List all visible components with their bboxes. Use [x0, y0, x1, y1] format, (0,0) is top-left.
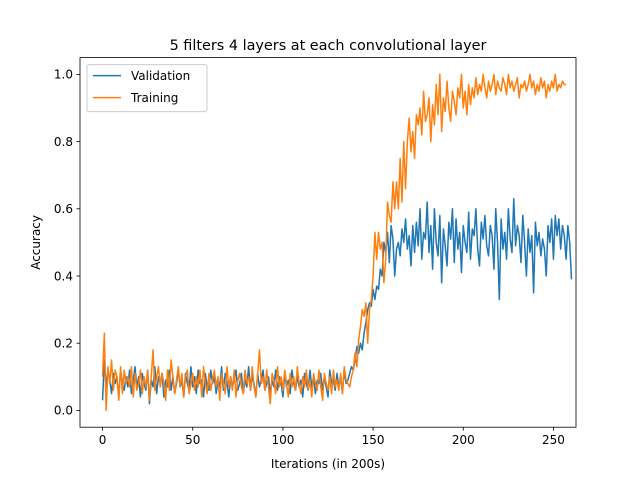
x-tick-label: 150: [362, 433, 385, 447]
x-tick-label: 100: [271, 433, 294, 447]
y-tick-label: 0.8: [54, 135, 73, 149]
legend: Validation Training: [86, 64, 208, 113]
x-ticks: 0 50 100 150 200 250: [99, 427, 565, 447]
x-tick-label: 200: [452, 433, 475, 447]
y-tick-label: 0.2: [54, 337, 73, 351]
x-axis-label: Iterations (in 200s): [271, 457, 385, 471]
axes-frame: [79, 57, 577, 428]
y-tick-label: 0.6: [54, 202, 73, 216]
series-lines: [101, 73, 573, 412]
y-axis-label: Accuracy: [29, 215, 43, 270]
x-tick-label: 50: [185, 433, 200, 447]
y-tick-label: 1.0: [54, 68, 73, 82]
y-tick-label: 0.0: [54, 404, 73, 418]
y-tick-label: 0.4: [54, 269, 73, 283]
series-line-training: [101, 73, 567, 412]
x-tick-label: 250: [542, 433, 565, 447]
chart-title: 5 filters 4 layers at each convolutional…: [170, 38, 487, 54]
y-ticks: 0.0 0.2 0.4 0.6 0.8 1.0: [54, 68, 80, 418]
x-tick-label: 0: [99, 433, 107, 447]
legend-label-validation: Validation: [131, 69, 190, 83]
legend-label-training: Training: [130, 91, 178, 105]
